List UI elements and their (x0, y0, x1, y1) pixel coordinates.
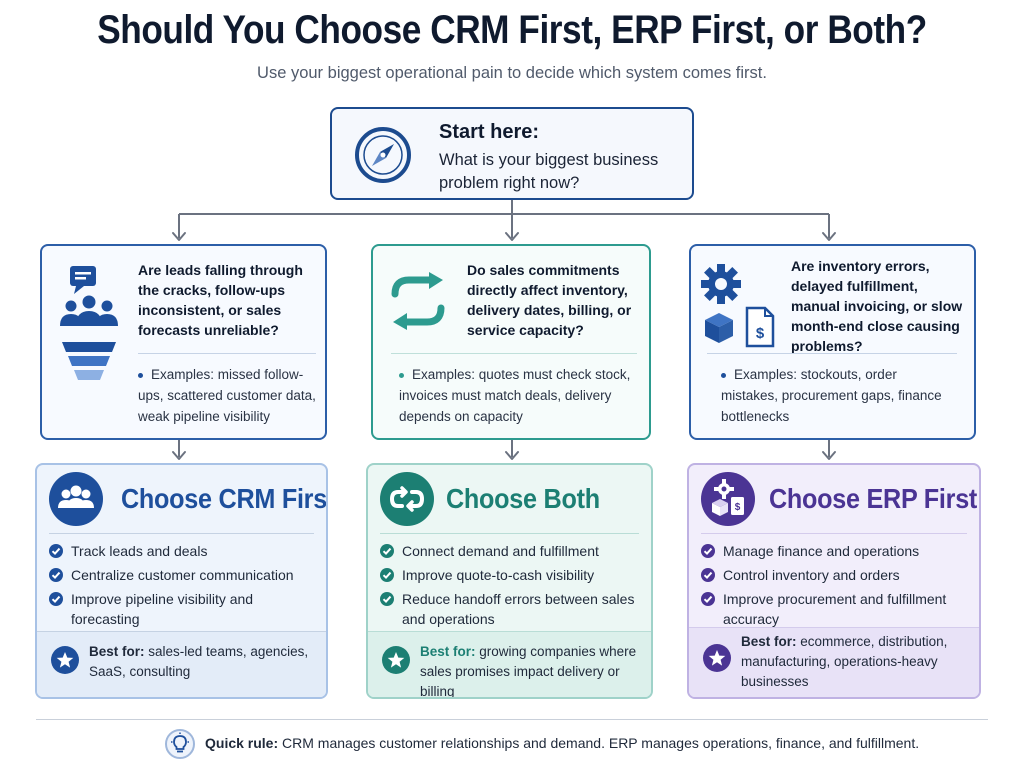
svg-text:$: $ (756, 325, 765, 342)
list-item: Connect demand and fulfillment (380, 541, 643, 561)
start-box: Start here: What is your biggest busines… (330, 107, 694, 200)
best-for-text-erp: Best for: ecommerce, distribution, manuf… (741, 634, 948, 689)
best-for-crm: Best for: sales-led teams, agencies, Saa… (37, 631, 326, 697)
list-item: Improve procurement and fulfillment accu… (701, 589, 971, 629)
answer-divider (701, 533, 967, 534)
question-examples-both: Examples: quotes must check stock, invoi… (399, 367, 631, 424)
list-item: Manage finance and operations (701, 541, 971, 561)
question-card-both: Do sales commitments directly affect inv… (371, 244, 651, 440)
check-icon (49, 568, 63, 582)
answer-divider (380, 533, 639, 534)
check-icon (380, 592, 394, 606)
lightbulb-icon (165, 729, 195, 759)
star-icon (382, 646, 410, 674)
compass-icon (354, 126, 412, 184)
bullet-icon (138, 372, 143, 378)
people-icon (49, 472, 103, 526)
answer-title-crm: Choose CRM First (121, 483, 328, 514)
answer-title-both: Choose Both (446, 483, 600, 514)
answer-header-erp: $ Choose ERP First (689, 465, 979, 535)
operations-icon: $ (699, 260, 781, 350)
question-text-both: Do sales commitments directly affect inv… (467, 262, 632, 338)
question-divider (707, 353, 957, 354)
answer-checklist-both: Connect demand and fulfillment Improve q… (380, 541, 643, 633)
check-icon (701, 568, 715, 582)
star-icon (703, 644, 731, 672)
question-examples-erp: Examples: stockouts, order mistakes, pro… (721, 367, 942, 424)
check-icon (380, 568, 394, 582)
check-icon (701, 544, 715, 558)
best-for-text-crm: Best for: sales-led teams, agencies, Saa… (89, 644, 309, 679)
check-icon (49, 592, 63, 606)
list-item: Reduce handoff errors between sales and … (380, 589, 643, 629)
quick-rule-text: Quick rule: CRM manages customer relatio… (205, 735, 920, 751)
operations-badge-icon: $ (701, 472, 755, 526)
check-icon (701, 592, 715, 606)
footer-divider (36, 719, 988, 720)
question-divider (391, 353, 637, 354)
answer-divider (49, 533, 314, 534)
check-icon (49, 544, 63, 558)
list-item: Centralize customer communication (49, 565, 318, 585)
list-item: Control inventory and orders (701, 565, 971, 585)
question-examples-crm: Examples: missed follow-ups, scattered c… (138, 367, 316, 424)
bullet-icon (721, 372, 726, 378)
best-for-erp: Best for: ecommerce, distribution, manuf… (689, 627, 979, 697)
start-question: What is your biggest business problem ri… (439, 151, 659, 192)
list-item: Track leads and deals (49, 541, 318, 561)
list-item: Improve pipeline visibility and forecast… (49, 589, 318, 629)
answer-card-crm: Choose CRM First Track leads and deals C… (35, 463, 328, 699)
link-icon (380, 472, 434, 526)
svg-text:$: $ (735, 502, 741, 513)
question-text-erp: Are inventory errors, delayed fulfillmen… (791, 258, 963, 354)
lead-funnel-icon (56, 264, 122, 392)
answer-card-both: Choose Both Connect demand and fulfillme… (366, 463, 653, 699)
answer-title-erp: Choose ERP First (769, 483, 978, 514)
best-for-text-both: Best for: growing companies where sales … (420, 644, 637, 699)
answer-checklist-erp: Manage finance and operations Control in… (701, 541, 971, 633)
page-title: Should You Choose CRM First, ERP First, … (97, 8, 927, 52)
start-title: Start here: (439, 121, 540, 143)
answer-checklist-crm: Track leads and deals Centralize custome… (49, 541, 318, 633)
answer-header-both: Choose Both (368, 465, 651, 535)
question-text-crm: Are leads falling through the cracks, fo… (138, 262, 303, 338)
question-card-erp: $ Are inventory errors, delayed fulfillm… (689, 244, 976, 440)
star-icon (51, 646, 79, 674)
bullet-icon (399, 372, 404, 378)
page-subtitle: Use your biggest operational pain to dec… (257, 64, 767, 82)
best-for-both: Best for: growing companies where sales … (368, 631, 651, 697)
question-divider (138, 353, 316, 354)
question-card-crm: Are leads falling through the cracks, fo… (40, 244, 327, 440)
list-item: Improve quote-to-cash visibility (380, 565, 643, 585)
answer-header-crm: Choose CRM First (37, 465, 326, 535)
answer-card-erp: $ Choose ERP First Manage finance and op… (687, 463, 981, 699)
check-icon (380, 544, 394, 558)
sync-arrows-icon (385, 272, 451, 330)
